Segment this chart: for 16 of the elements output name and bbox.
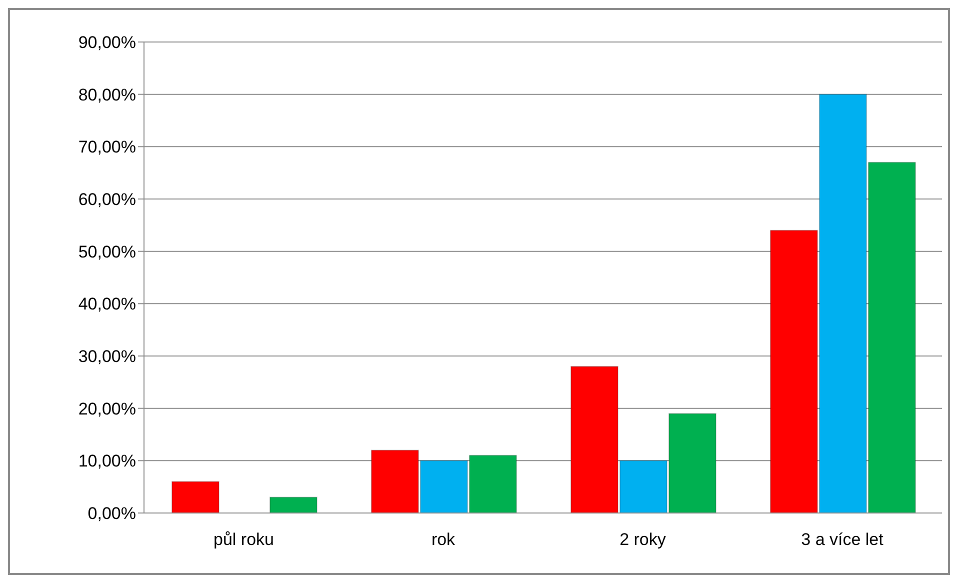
y-tick-label: 0,00% <box>88 504 136 524</box>
y-tick-label: 90,00% <box>78 33 136 52</box>
y-tick-label: 80,00% <box>78 85 136 104</box>
y-tick-label: 40,00% <box>78 294 136 314</box>
y-tick-label: 60,00% <box>78 190 136 210</box>
x-tick-label: 3 a více let <box>801 530 884 550</box>
y-tick-label: 20,00% <box>78 399 136 418</box>
y-tick-label: 30,00% <box>78 347 136 366</box>
x-tick-label: rok <box>431 530 456 550</box>
x-tick-label: půl roku <box>214 530 274 550</box>
y-tick-label: 70,00% <box>78 138 136 157</box>
y-tick-label: 50,00% <box>78 242 136 262</box>
x-tick-label: 2 roky <box>620 530 666 550</box>
y-tick-label: 10,00% <box>78 452 136 471</box>
bar <box>171 481 220 513</box>
bar <box>269 496 318 513</box>
